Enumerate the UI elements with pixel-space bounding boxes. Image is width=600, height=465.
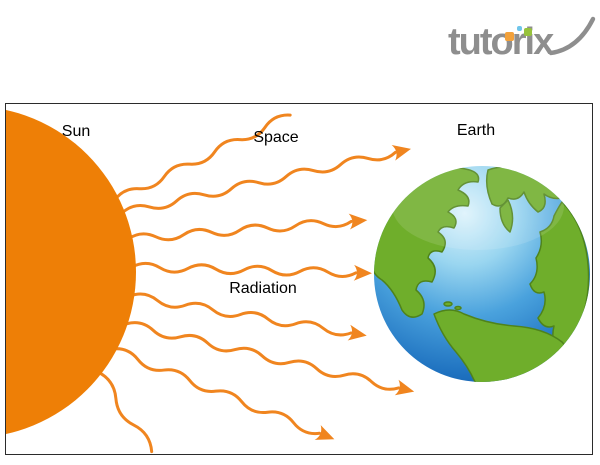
arrowhead-icon (353, 264, 372, 281)
sun-shape (6, 109, 136, 435)
radiation-arrow-5 (128, 292, 367, 341)
logo-orange-square-icon (505, 32, 514, 41)
radiation-arrow-2 (120, 145, 411, 215)
radiation-arrow-8 (96, 370, 154, 454)
logo-green-square-icon (524, 28, 532, 36)
radiation-label: Radiation (229, 280, 297, 297)
logo-swoosh-icon (548, 16, 596, 56)
radiation-arrow-6 (124, 321, 415, 396)
radiation-arrow-7 (110, 347, 335, 440)
logo-blue-square-icon (517, 26, 522, 31)
arrowhead-icon (348, 213, 368, 230)
radiation-arrow-4 (130, 261, 372, 281)
radiation-arrow-3 (126, 213, 368, 242)
arrowhead-icon (394, 379, 415, 396)
arrowhead-icon (347, 324, 367, 341)
space-label: Space (253, 129, 299, 146)
earth-label: Earth (456, 122, 496, 139)
arrowhead-icon (314, 425, 335, 440)
continent-scandinavia (499, 199, 514, 233)
sun-earth-radiation-diagram: Sun Space Earth Radiation (5, 103, 593, 455)
arrowhead-icon (391, 145, 411, 161)
radiation-arrow-1 (112, 113, 292, 203)
tutorix-logo-text: tutorix (448, 21, 554, 63)
tutorix-logo: tutorix (448, 16, 600, 76)
caribbean-island (454, 305, 462, 311)
diagram-canvas (6, 109, 590, 454)
sun-label: Sun (61, 123, 91, 140)
earth-continents (374, 166, 590, 382)
caribbean-island (443, 301, 453, 307)
earth-gloss-highlight (392, 162, 564, 250)
earth-globe (374, 162, 590, 382)
